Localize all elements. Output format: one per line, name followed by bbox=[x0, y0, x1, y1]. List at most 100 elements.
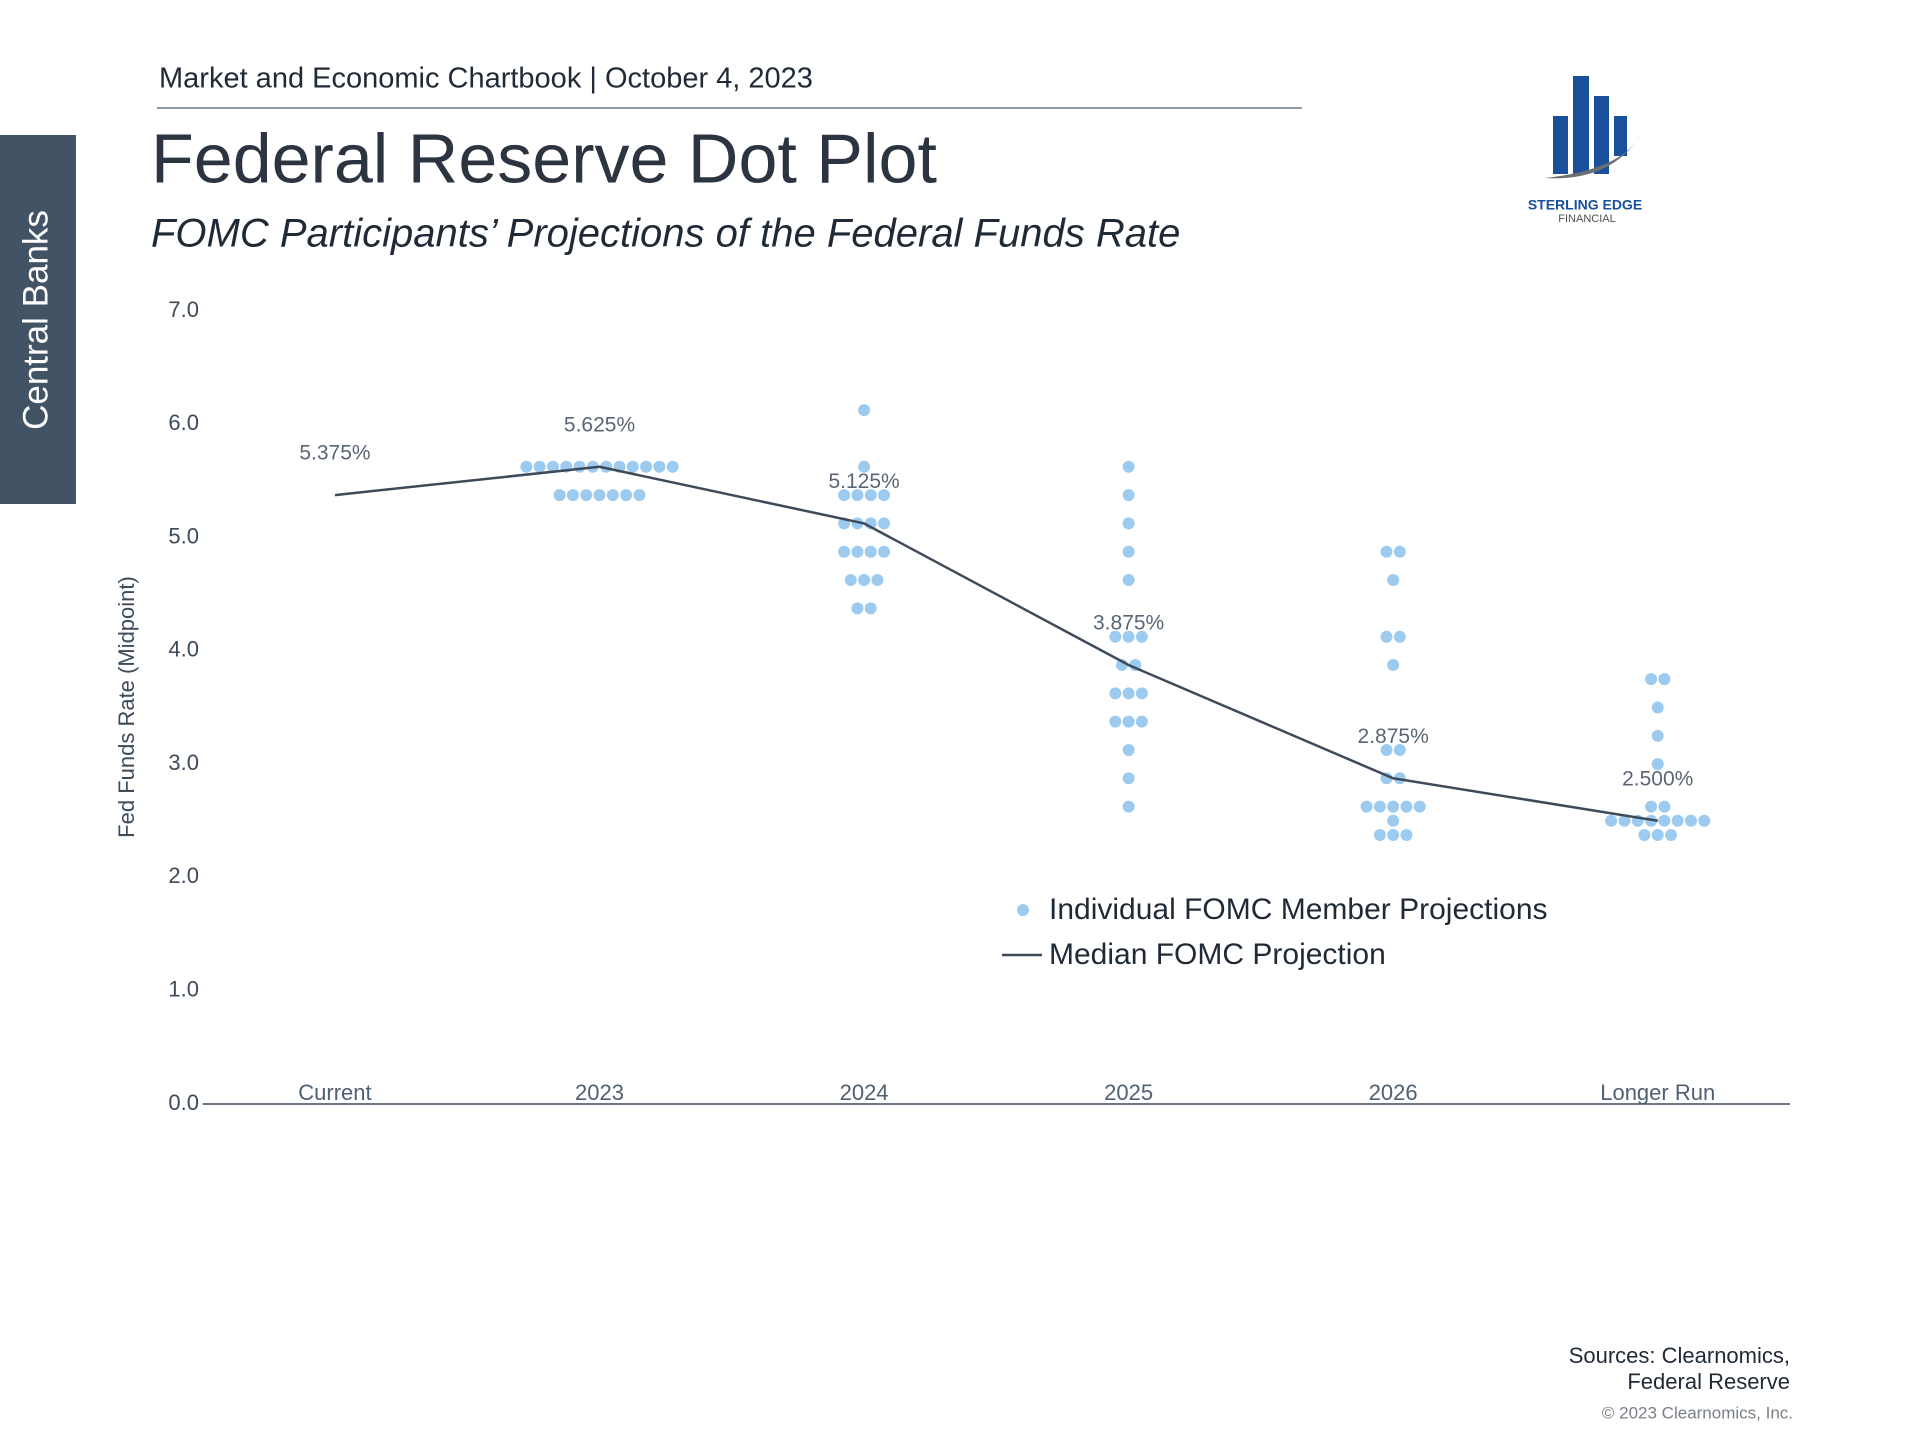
x-tick-label: 2023 bbox=[575, 1080, 624, 1105]
projection-dot bbox=[838, 545, 851, 558]
projection-dot bbox=[1122, 517, 1135, 530]
x-tick-label: 2026 bbox=[1369, 1080, 1418, 1105]
copyright: © 2023 Clearnomics, Inc. bbox=[1602, 1403, 1793, 1422]
projection-dot bbox=[1135, 687, 1148, 700]
projection-dot bbox=[1605, 814, 1618, 827]
projection-dot bbox=[1122, 800, 1135, 813]
projection-dot bbox=[1387, 814, 1400, 827]
projection-dot bbox=[864, 602, 877, 615]
y-tick-label: 2.0 bbox=[168, 863, 199, 888]
projection-dot bbox=[573, 460, 586, 473]
projection-dot bbox=[858, 574, 871, 587]
projection-dot bbox=[1135, 715, 1148, 728]
projection-dot bbox=[1387, 574, 1400, 587]
projection-dot bbox=[606, 489, 619, 502]
projection-dot bbox=[1618, 814, 1631, 827]
x-tick-label: 2025 bbox=[1104, 1080, 1153, 1105]
projection-dot bbox=[653, 460, 666, 473]
projection-dot bbox=[520, 460, 533, 473]
legend-label: Individual FOMC Member Projections bbox=[1049, 893, 1548, 926]
legend-dot bbox=[1017, 904, 1029, 916]
projection-dot bbox=[1651, 828, 1664, 841]
projection-dot bbox=[1360, 800, 1373, 813]
projection-dot bbox=[1109, 715, 1122, 728]
projection-dot bbox=[633, 489, 646, 502]
projection-dot bbox=[1638, 828, 1651, 841]
projection-dot bbox=[580, 489, 593, 502]
projection-dot bbox=[1122, 460, 1135, 473]
projection-dot bbox=[1122, 743, 1135, 756]
logo-swoosh bbox=[1545, 136, 1640, 179]
logo: STERLING EDGE FINANCIAL bbox=[1528, 76, 1642, 225]
projection-dot bbox=[851, 489, 864, 502]
header: Market and Economic Chartbook | October … bbox=[159, 63, 813, 95]
projection-dot bbox=[1122, 630, 1135, 643]
projection-dot bbox=[871, 574, 884, 587]
median-label: 3.875% bbox=[1093, 612, 1164, 635]
projection-dot bbox=[864, 489, 877, 502]
projection-dot bbox=[1658, 673, 1671, 686]
section-tab-label: Central Banks bbox=[16, 210, 55, 430]
projection-dot bbox=[1122, 545, 1135, 558]
legend-label: Median FOMC Projection bbox=[1049, 938, 1386, 971]
projection-dot bbox=[851, 545, 864, 558]
projection-dot bbox=[1671, 814, 1684, 827]
projection-dot bbox=[878, 489, 891, 502]
projection-dot bbox=[1373, 828, 1386, 841]
median-label: 2.875% bbox=[1358, 725, 1429, 748]
median-label: 5.625% bbox=[564, 413, 635, 436]
y-axis-label: Fed Funds Rate (Midpoint) bbox=[114, 576, 139, 838]
y-tick-label: 1.0 bbox=[168, 977, 199, 1002]
projection-dot bbox=[858, 404, 871, 417]
projection-dot bbox=[1413, 800, 1426, 813]
projection-dot bbox=[1645, 673, 1658, 686]
projection-dot bbox=[1651, 729, 1664, 742]
projection-dot bbox=[1400, 800, 1413, 813]
projection-dot bbox=[1387, 800, 1400, 813]
sources: Federal Reserve bbox=[1627, 1369, 1790, 1394]
y-tick-label: 4.0 bbox=[168, 637, 199, 662]
projection-dot bbox=[593, 489, 606, 502]
projection-dot bbox=[533, 460, 546, 473]
projection-dot bbox=[1658, 800, 1671, 813]
projection-dot bbox=[1122, 687, 1135, 700]
projection-dot bbox=[1387, 659, 1400, 672]
projection-dot bbox=[1393, 545, 1406, 558]
projection-dot bbox=[626, 460, 639, 473]
projection-dot bbox=[553, 489, 566, 502]
x-tick-label: Current bbox=[298, 1080, 371, 1105]
projection-dot bbox=[858, 460, 871, 473]
projection-dot bbox=[1651, 701, 1664, 714]
median-line bbox=[334, 465, 1658, 823]
y-tick-label: 7.0 bbox=[168, 297, 199, 322]
projection-dot bbox=[1122, 715, 1135, 728]
logo-bar bbox=[1594, 96, 1609, 174]
logo-bar bbox=[1614, 116, 1627, 156]
projection-dot bbox=[1135, 630, 1148, 643]
projection-dot bbox=[620, 489, 633, 502]
projection-dot bbox=[1387, 828, 1400, 841]
projection-dot bbox=[878, 517, 891, 530]
projection-dot bbox=[1373, 800, 1386, 813]
projection-dot bbox=[1122, 489, 1135, 502]
projection-dot bbox=[546, 460, 559, 473]
x-tick-label: Longer Run bbox=[1600, 1080, 1715, 1105]
logo-name: STERLING EDGE bbox=[1528, 197, 1642, 213]
projection-dot bbox=[1698, 814, 1711, 827]
y-tick-label: 6.0 bbox=[168, 410, 199, 435]
projection-dot bbox=[1684, 814, 1697, 827]
projection-dot bbox=[1380, 743, 1393, 756]
plot: 0.0 1.0 2.0 3.0 4.0 5.0 6.0 7.0 Current 2023 2024 2… bbox=[168, 297, 1790, 1115]
projection-dot bbox=[1645, 800, 1658, 813]
median-label: 5.375% bbox=[299, 442, 370, 465]
projection-dot bbox=[1658, 814, 1671, 827]
median-label: 2.500% bbox=[1622, 767, 1693, 790]
projection-dot bbox=[1651, 758, 1664, 771]
projection-dot bbox=[1393, 630, 1406, 643]
median-label: 5.125% bbox=[828, 470, 899, 493]
logo-tagline: FINANCIAL bbox=[1558, 213, 1615, 225]
logo-bar bbox=[1573, 76, 1589, 174]
projection-dot bbox=[1109, 687, 1122, 700]
